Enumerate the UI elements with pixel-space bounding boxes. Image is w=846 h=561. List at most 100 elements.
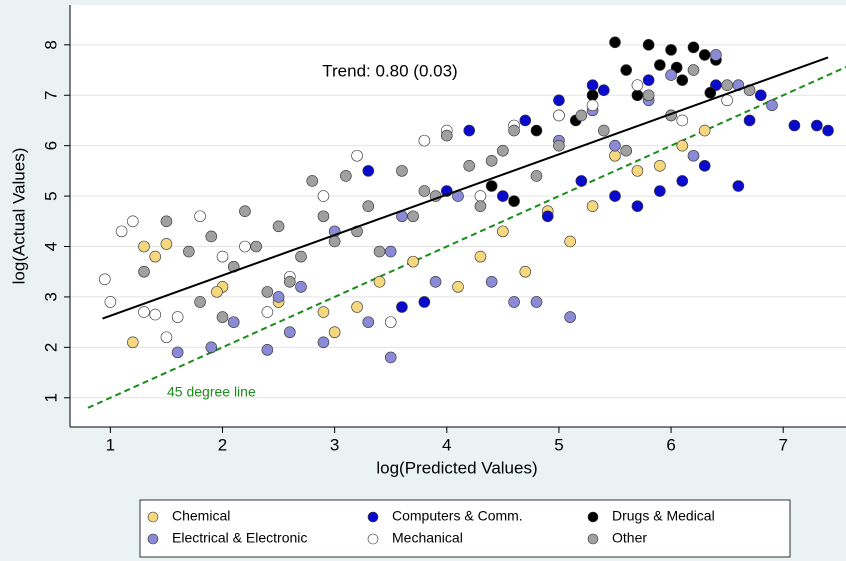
point xyxy=(407,255,419,268)
point xyxy=(384,316,397,328)
plot-area xyxy=(70,5,846,427)
point xyxy=(676,139,689,152)
point xyxy=(250,240,262,253)
legend-marker xyxy=(147,511,159,523)
point xyxy=(743,114,756,127)
point xyxy=(665,44,677,56)
point xyxy=(216,250,229,263)
point xyxy=(676,74,689,86)
point xyxy=(654,185,666,197)
point xyxy=(710,49,722,61)
x-axis-label: log(Predicted Values) xyxy=(376,458,537,477)
point xyxy=(126,215,139,228)
point xyxy=(183,245,195,258)
y-tick-label: 1 xyxy=(41,393,60,402)
point xyxy=(732,180,745,192)
point xyxy=(698,49,711,61)
point xyxy=(564,311,576,323)
point xyxy=(508,296,520,308)
point xyxy=(384,245,397,258)
point xyxy=(317,190,330,202)
point xyxy=(586,79,599,91)
y-tick-label: 8 xyxy=(41,40,60,49)
point xyxy=(194,210,206,223)
x-tick-label: 5 xyxy=(554,435,563,454)
point xyxy=(474,190,487,202)
legend-marker xyxy=(147,533,159,545)
point xyxy=(620,64,633,76)
point xyxy=(283,275,296,288)
point xyxy=(463,160,476,172)
point xyxy=(508,195,520,207)
point xyxy=(485,180,498,192)
point xyxy=(575,175,588,187)
point xyxy=(138,306,150,318)
point xyxy=(497,225,509,238)
x-tick-label: 6 xyxy=(666,435,675,454)
legend-label: Electrical & Electronic xyxy=(172,530,307,546)
point xyxy=(474,250,487,263)
point xyxy=(211,286,223,298)
point xyxy=(205,230,218,243)
point xyxy=(396,301,408,313)
point xyxy=(609,149,621,162)
y-tick-label: 6 xyxy=(41,141,60,150)
point xyxy=(418,296,431,308)
point xyxy=(597,84,610,97)
point xyxy=(665,69,677,81)
point xyxy=(609,190,621,202)
point xyxy=(261,286,274,298)
point xyxy=(373,275,386,288)
point xyxy=(609,36,621,49)
legend-label: Computers & Comm. xyxy=(392,508,523,524)
point xyxy=(631,200,644,212)
point xyxy=(687,41,700,54)
y-tick-label: 5 xyxy=(41,191,60,200)
point xyxy=(721,79,733,91)
point xyxy=(676,175,689,187)
point xyxy=(704,86,717,99)
point xyxy=(553,139,565,152)
point xyxy=(160,331,173,344)
legend-marker xyxy=(587,511,599,523)
point xyxy=(609,139,621,152)
point xyxy=(171,311,184,323)
point xyxy=(171,346,184,359)
point xyxy=(564,235,576,248)
point xyxy=(317,210,330,223)
point xyxy=(508,124,520,137)
point xyxy=(351,301,363,313)
point xyxy=(328,326,341,339)
point xyxy=(227,316,240,328)
point xyxy=(283,326,296,339)
point xyxy=(418,134,431,147)
y-tick-label: 2 xyxy=(41,343,60,352)
point xyxy=(362,316,375,328)
x-tick-label: 7 xyxy=(778,435,787,454)
x-tick-label: 4 xyxy=(442,435,451,454)
x-tick-label: 2 xyxy=(218,435,227,454)
point xyxy=(272,291,285,303)
point xyxy=(687,64,700,76)
point xyxy=(239,205,251,218)
point xyxy=(463,124,476,137)
point xyxy=(631,79,644,91)
point xyxy=(631,89,644,102)
point xyxy=(485,154,498,167)
legend-marker xyxy=(587,533,599,545)
point xyxy=(642,74,655,86)
point xyxy=(149,250,162,263)
point xyxy=(138,240,150,253)
legend-marker xyxy=(367,511,379,523)
legend xyxy=(139,499,791,558)
point xyxy=(261,306,274,318)
point xyxy=(340,170,352,182)
point xyxy=(485,275,498,288)
point xyxy=(474,200,487,212)
point xyxy=(418,185,431,197)
point xyxy=(575,109,588,122)
point xyxy=(115,225,128,238)
point xyxy=(138,265,150,278)
point xyxy=(766,99,778,112)
point xyxy=(317,336,330,349)
